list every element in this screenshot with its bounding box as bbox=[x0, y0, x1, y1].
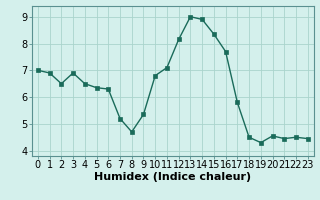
X-axis label: Humidex (Indice chaleur): Humidex (Indice chaleur) bbox=[94, 172, 252, 182]
